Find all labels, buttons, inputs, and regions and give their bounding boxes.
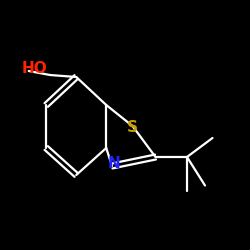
- Text: N: N: [108, 156, 120, 171]
- Text: HO: HO: [21, 61, 47, 76]
- Text: S: S: [127, 120, 138, 135]
